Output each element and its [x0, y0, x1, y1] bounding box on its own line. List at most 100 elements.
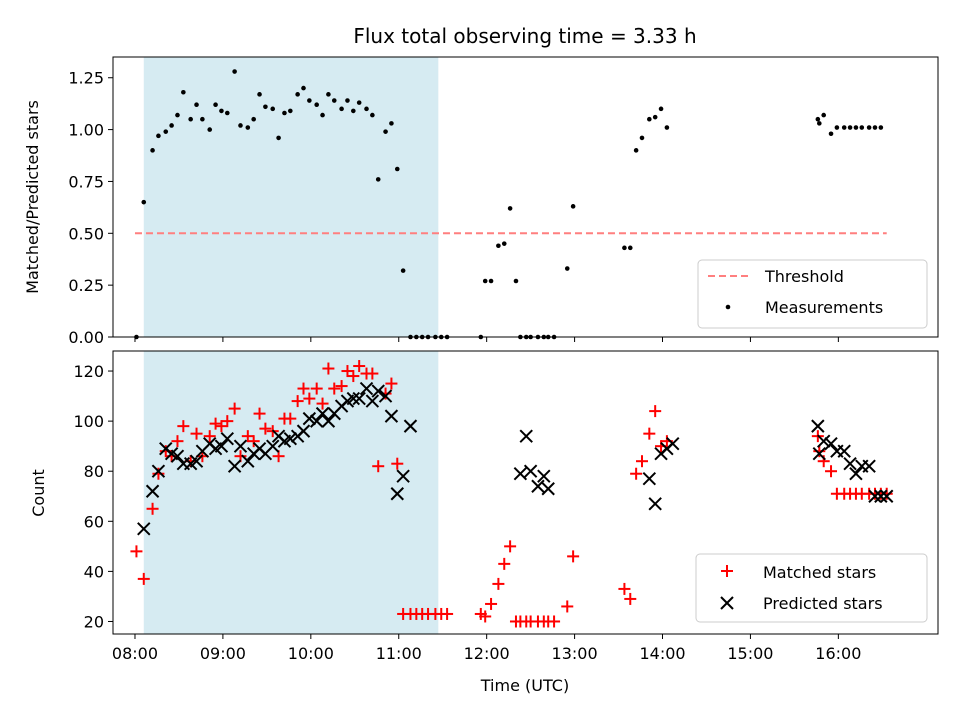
shaded-region	[143, 57, 439, 337]
x-tick-label: 13:00	[552, 644, 598, 663]
predicted-star-point	[537, 469, 551, 483]
predicted-marker-b	[531, 479, 545, 493]
predicted-star-point	[403, 419, 418, 433]
predicted-star-point	[843, 456, 857, 471]
predicted-star-point	[396, 469, 410, 483]
measurement-point	[834, 125, 840, 130]
predicted-star-point	[642, 472, 657, 486]
matched-star-point	[322, 362, 335, 375]
predicted-star-point	[666, 436, 680, 451]
measurement-point	[295, 92, 300, 97]
predicted-marker-b	[352, 391, 366, 406]
measurement-point	[570, 204, 576, 209]
legend-matched-label: Matched stars	[763, 563, 876, 582]
matched-star-point	[347, 370, 360, 383]
measurement-point	[658, 106, 664, 112]
matched-star-point	[241, 430, 254, 443]
measurement-point	[828, 131, 834, 137]
matched-star-point	[353, 360, 366, 373]
measurement-point	[482, 278, 488, 284]
predicted-marker-b	[233, 439, 248, 453]
x-axis-label: Time (UTC)	[480, 676, 569, 695]
measurement-point	[364, 106, 369, 112]
measurement-point	[513, 278, 519, 284]
measurement-point	[219, 108, 224, 114]
measurement-point	[664, 125, 670, 130]
predicted-star-point	[824, 436, 838, 451]
matched-star-point	[130, 545, 143, 558]
matched-star-point	[203, 430, 216, 443]
predicted-marker-b	[227, 459, 242, 473]
predicted-star-point	[390, 487, 404, 501]
legend-predicted-label: Predicted stars	[763, 594, 883, 613]
matched-star-point	[492, 577, 505, 590]
bottom-points	[130, 360, 894, 628]
measurement-point	[841, 125, 847, 130]
predicted-star-point	[816, 434, 831, 448]
matched-star-point	[567, 550, 580, 563]
predicted-marker-b	[214, 439, 229, 453]
matched-star-point	[310, 382, 323, 395]
matched-star-point	[328, 382, 341, 395]
x-tick-label: 09:00	[200, 644, 246, 663]
matched-star-point	[649, 405, 662, 418]
measurement-point	[859, 125, 865, 130]
matched-star-point	[297, 382, 310, 395]
measurement-point	[866, 125, 872, 130]
measurement-point	[507, 206, 513, 211]
predicted-marker-b	[541, 482, 555, 496]
predicted-marker-b	[266, 439, 280, 453]
predicted-marker-b	[346, 391, 361, 406]
measurement-point	[815, 116, 821, 122]
predicted-star-point	[352, 391, 366, 406]
x-tick-label: 08:00	[112, 644, 158, 663]
predicted-marker-b	[302, 411, 317, 426]
measurement-point	[181, 89, 186, 95]
matched-star-point	[630, 467, 643, 480]
matched-star-point	[385, 377, 398, 390]
predicted-marker-b	[843, 456, 857, 471]
matched-star-point	[813, 445, 826, 458]
predicted-star-point	[346, 391, 361, 406]
measurement-point	[351, 108, 356, 114]
measurement-point	[389, 121, 394, 126]
matched-star-point	[253, 407, 266, 420]
matched-star-point	[209, 417, 222, 430]
predicted-marker-b	[384, 409, 399, 423]
x-tick-label: 10:00	[288, 644, 334, 663]
measurement-point	[314, 102, 319, 108]
measurement-point	[224, 110, 230, 116]
predicted-marker-b	[519, 429, 533, 443]
y-tick-label: 0.50	[68, 224, 104, 243]
matched-star-point	[291, 395, 304, 408]
predicted-star-point	[296, 424, 311, 438]
top-legend-box	[697, 259, 928, 329]
predicted-marker-b	[824, 436, 838, 451]
predicted-marker-b	[537, 469, 551, 483]
x-tick-label: 14:00	[639, 644, 685, 663]
matched-star-point	[303, 392, 316, 405]
predicted-marker-b	[189, 454, 204, 468]
measurement-point	[652, 114, 658, 120]
matched-star-point	[341, 365, 354, 378]
measurement-point	[156, 133, 161, 139]
matched-star-point	[441, 607, 454, 620]
measurement-point	[169, 123, 174, 128]
predicted-star-point	[145, 484, 160, 498]
measurement-point	[627, 245, 633, 251]
measurement-point	[238, 123, 243, 128]
matched-star-point	[548, 615, 561, 628]
matched-star-point	[259, 422, 272, 435]
predicted-star-point	[648, 497, 662, 511]
matched-star-point	[316, 397, 329, 410]
y-tick-label: 0.25	[68, 276, 104, 295]
predicted-star-point	[137, 522, 151, 536]
measurement-point	[200, 116, 205, 122]
measurement-point	[188, 116, 193, 122]
predicted-marker-b	[371, 384, 385, 398]
predicted-star-point	[378, 389, 393, 403]
matched-star-point	[561, 600, 574, 613]
predicted-star-point	[523, 464, 538, 478]
predicted-star-point	[214, 439, 229, 453]
predicted-star-point	[283, 431, 298, 446]
